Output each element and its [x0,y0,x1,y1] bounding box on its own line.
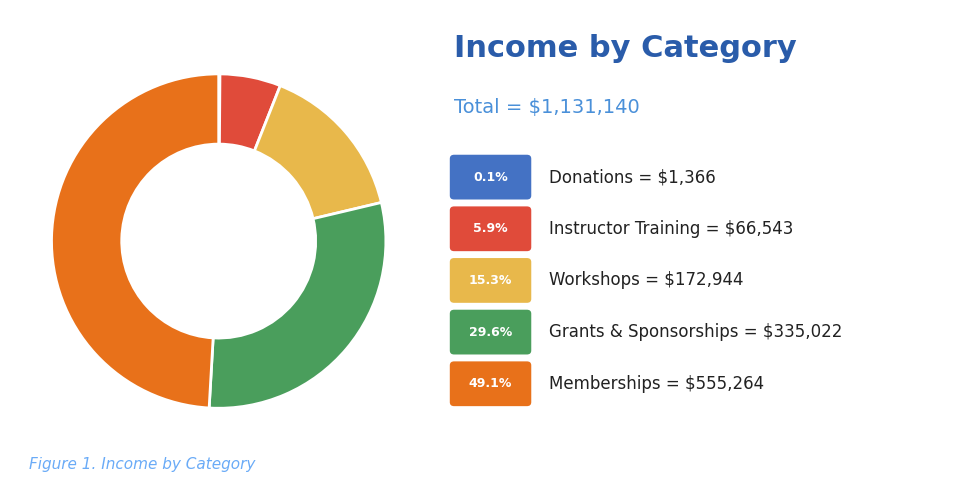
FancyBboxPatch shape [450,310,532,354]
Text: Instructor Training = $66,543: Instructor Training = $66,543 [548,220,793,238]
Text: Grants & Sponsorships = $335,022: Grants & Sponsorships = $335,022 [548,323,842,341]
Text: 0.1%: 0.1% [473,171,508,184]
Text: 5.9%: 5.9% [473,222,507,235]
Text: Donations = $1,366: Donations = $1,366 [548,168,715,186]
FancyBboxPatch shape [450,258,532,303]
Wedge shape [52,74,219,408]
Text: Figure 1. Income by Category: Figure 1. Income by Category [29,458,256,472]
Wedge shape [219,74,220,144]
FancyBboxPatch shape [450,154,532,199]
FancyBboxPatch shape [450,361,532,406]
Wedge shape [209,203,386,408]
FancyBboxPatch shape [450,207,532,251]
Text: Workshops = $172,944: Workshops = $172,944 [548,272,743,289]
Text: Total = $1,131,140: Total = $1,131,140 [454,98,640,118]
Wedge shape [255,86,381,219]
Text: 49.1%: 49.1% [469,377,512,390]
Text: Income by Category: Income by Category [454,34,797,63]
Wedge shape [220,74,280,151]
Text: Memberships = $555,264: Memberships = $555,264 [548,375,764,393]
Text: 29.6%: 29.6% [469,326,512,338]
Text: 15.3%: 15.3% [469,274,512,287]
